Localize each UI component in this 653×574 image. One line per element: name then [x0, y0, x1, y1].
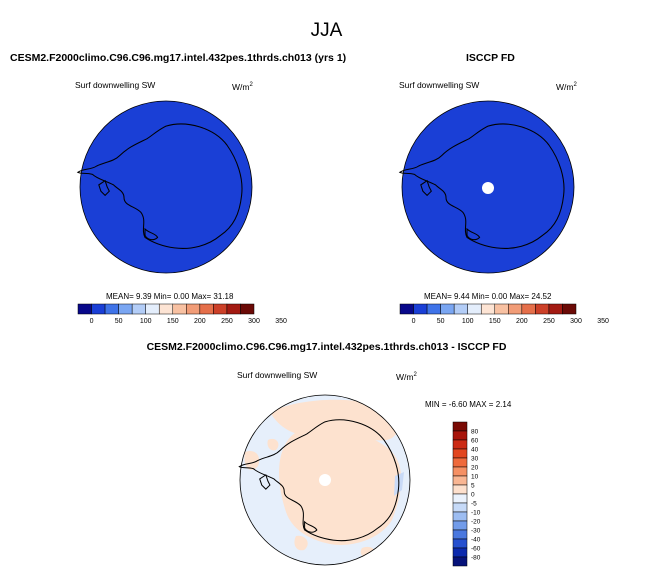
- colorbar-swatch: [452, 520, 468, 531]
- colorbar-swatch: [452, 484, 468, 495]
- colorbar-tick-label: -30: [471, 528, 481, 535]
- colorbar-swatch: [452, 547, 468, 558]
- colorbar-swatch: [399, 303, 414, 315]
- colorbar-tick-label: 300: [248, 318, 260, 325]
- colorbar-tick-label: 250: [543, 318, 555, 325]
- colorbar-tick-label: 60: [471, 438, 479, 445]
- colorbar-tick-label: 0: [412, 318, 416, 325]
- colorbar-swatch: [104, 303, 119, 315]
- colorbar-swatch: [452, 439, 468, 450]
- colorbar-swatch: [226, 303, 241, 315]
- colorbar-tick-label: 0: [471, 492, 475, 499]
- colorbar-swatch: [480, 303, 496, 315]
- colorbar-swatch: [440, 303, 455, 315]
- colorbar-tick-label: 300: [570, 318, 582, 325]
- model-ocean-disk: [79, 100, 253, 274]
- colorbar-swatch: [213, 303, 228, 315]
- season-title: JJA: [310, 20, 343, 41]
- diff-colorbar: 80 60 40 30 20 10 5 0 -5 -10 -20 -30 -40 -60 -80: [452, 421, 481, 567]
- colorbar-swatch: [426, 303, 441, 315]
- colorbar-tick-label: 40: [471, 447, 479, 454]
- colorbar-tick-label: 20: [471, 465, 479, 472]
- colorbar-tick-label: -60: [471, 546, 481, 553]
- colorbar-swatch: [562, 303, 577, 315]
- colorbar-swatch: [413, 303, 428, 315]
- colorbar-tick-label: 50: [115, 318, 123, 325]
- diff-variable-label: Surf downwelling SW: [237, 370, 318, 380]
- colorbar-tick-label: 200: [516, 318, 528, 325]
- colorbar-swatch: [494, 303, 509, 315]
- colorbar-tick-label: 5: [471, 483, 475, 490]
- colorbar-swatch: [535, 303, 550, 315]
- colorbar-tick-label: 100: [140, 318, 152, 325]
- colorbar-tick-label: -20: [471, 519, 481, 526]
- obs-variable-label: Surf downwelling SW: [399, 80, 480, 90]
- model-panel-title: CESM2.F2000climo.C96.C96.mg17.intel.432p…: [10, 52, 347, 64]
- colorbar-tick-label: 150: [489, 318, 501, 325]
- colorbar-tick-label: -5: [471, 501, 477, 508]
- colorbar-swatch: [453, 303, 468, 315]
- model-units-label: W/m2: [232, 82, 253, 92]
- model-colorbar: 0 50 100 150 200 250 300 350: [77, 303, 287, 325]
- colorbar-swatch: [172, 303, 187, 315]
- colorbar-swatch: [452, 421, 468, 432]
- colorbar-swatch: [452, 538, 468, 549]
- colorbar-swatch: [77, 303, 92, 315]
- colorbar-swatch: [452, 502, 468, 513]
- obs-stats: MEAN= 9.44 Min= 0.00 Max= 24.52: [424, 292, 552, 301]
- diff-panel-title: CESM2.F2000climo.C96.C96.mg17.intel.432p…: [146, 341, 507, 353]
- diff-map: [238, 394, 411, 566]
- colorbar-tick-label: 0: [90, 318, 94, 325]
- colorbar-tick-label: -10: [471, 510, 481, 517]
- colorbar-swatch: [452, 430, 468, 441]
- colorbar-swatch: [131, 303, 146, 315]
- model-stats: MEAN= 9.39 Min= 0.00 Max= 31.18: [106, 292, 234, 301]
- obs-colorbar: 0 50 100 150 200 250 300 350: [399, 303, 609, 325]
- colorbar-swatch: [240, 303, 255, 315]
- colorbar-tick-label: -80: [471, 555, 481, 562]
- colorbar-tick-label: 100: [462, 318, 474, 325]
- colorbar-tick-label: 200: [194, 318, 206, 325]
- colorbar-swatch: [452, 475, 468, 486]
- colorbar-swatch: [452, 448, 468, 459]
- colorbar-swatch: [118, 303, 133, 315]
- diff-map-border: [239, 394, 411, 566]
- colorbar-swatch: [452, 556, 468, 567]
- diff-missing-pole: [319, 474, 331, 486]
- colorbar-tick-label: -40: [471, 537, 481, 544]
- colorbar-swatch: [508, 303, 523, 315]
- colorbar-swatch: [452, 511, 468, 522]
- colorbar-swatch: [452, 466, 468, 477]
- colorbar-swatch: [452, 493, 468, 504]
- colorbar-swatch: [199, 303, 214, 315]
- colorbar-tick-label: 350: [597, 318, 609, 325]
- obs-map: [399, 100, 575, 274]
- obs-panel-title: ISCCP FD: [466, 52, 515, 64]
- obs-missing-pole: [482, 182, 494, 194]
- colorbar-swatch: [452, 529, 468, 540]
- model-variable-label: Surf downwelling SW: [75, 80, 156, 90]
- colorbar-swatch: [452, 457, 468, 468]
- colorbar-swatch: [521, 303, 536, 315]
- diff-units-label: W/m2: [396, 372, 417, 382]
- colorbar-tick-label: 150: [167, 318, 179, 325]
- colorbar-swatch: [158, 303, 174, 315]
- obs-units-label: W/m2: [556, 82, 577, 92]
- colorbar-swatch: [145, 303, 160, 315]
- colorbar-swatch: [91, 303, 106, 315]
- colorbar-swatch: [467, 303, 482, 315]
- colorbar-swatch: [186, 303, 201, 315]
- colorbar-tick-label: 80: [471, 429, 479, 436]
- colorbar-tick-label: 250: [221, 318, 233, 325]
- colorbar-tick-label: 10: [471, 474, 479, 481]
- diff-stats: MIN = -6.60 MAX = 2.14: [425, 400, 512, 409]
- colorbar-swatch: [548, 303, 563, 315]
- model-map: [77, 100, 253, 274]
- colorbar-tick-label: 50: [437, 318, 445, 325]
- colorbar-tick-label: 350: [275, 318, 287, 325]
- colorbar-tick-label: 30: [471, 456, 479, 463]
